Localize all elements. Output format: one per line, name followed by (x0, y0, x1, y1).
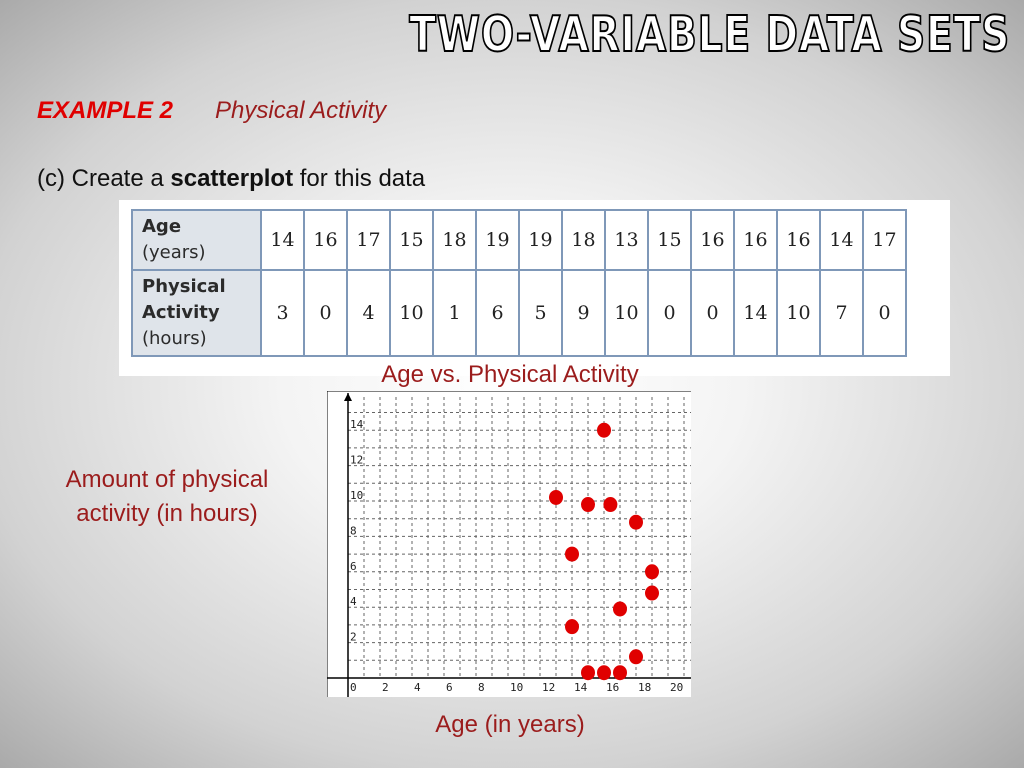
age-cell: 16 (303, 209, 348, 271)
row-header-activity: Physical Activity (hours) (131, 269, 262, 357)
age-cell: 16 (733, 209, 778, 271)
activity-cell: 9 (561, 269, 606, 357)
x-tick-label: 18 (638, 681, 651, 694)
activity-cell: 6 (475, 269, 520, 357)
x-tick-label: 6 (446, 681, 453, 694)
x-tick-label: 20 (670, 681, 683, 694)
age-cell: 18 (432, 209, 477, 271)
activity-cell: 4 (346, 269, 391, 357)
plot-tick-labels: 0 2 4 6 8 10 12 14 16 18 20 2 4 6 8 10 12 14 (350, 418, 683, 694)
plot-points (549, 422, 659, 681)
activity-cell: 10 (389, 269, 434, 357)
row-header-age-line2: (years) (142, 242, 206, 263)
data-table-panel: Age (years) 14 16 17 15 18 19 19 18 13 15 16 16 16 14… (119, 200, 950, 376)
age-cell: 14 (819, 209, 864, 271)
scatter-plot: 0 2 4 6 8 10 12 14 16 18 20 2 4 6 8 10 12 14 (327, 391, 691, 697)
y-axis-arrow (344, 393, 352, 401)
activity-cell: 10 (776, 269, 821, 357)
instruction-post: for this data (293, 165, 426, 192)
activity-cell: 0 (303, 269, 348, 357)
y-tick-label: 14 (350, 418, 364, 431)
data-point (565, 546, 579, 562)
activity-cell: 3 (260, 269, 305, 357)
y-tick-label: 8 (350, 524, 357, 537)
instruction-bold: scatterplot (170, 165, 294, 192)
age-cell: 13 (604, 209, 649, 271)
data-point (613, 665, 627, 681)
slide-title: TWO-VARIABLE DATA SETS (408, 5, 1010, 64)
age-cell: 15 (647, 209, 692, 271)
data-point (581, 665, 595, 681)
row-header-age: Age (years) (131, 209, 262, 271)
x-tick-label: 2 (382, 681, 389, 694)
data-point (581, 497, 595, 513)
y-tick-label: 4 (350, 595, 357, 608)
data-point (645, 585, 659, 601)
data-point (629, 514, 643, 530)
x-tick-label: 0 (350, 681, 357, 694)
plot-background (327, 391, 691, 697)
age-cell: 19 (475, 209, 520, 271)
age-cell: 16 (776, 209, 821, 271)
data-point (565, 619, 579, 635)
x-tick-label: 8 (478, 681, 485, 694)
age-cell: 18 (561, 209, 606, 271)
y-tick-label: 6 (350, 560, 357, 573)
y-tick-label: 12 (350, 454, 363, 467)
data-point (597, 422, 611, 438)
x-tick-label: 4 (414, 681, 421, 694)
age-cell: 15 (389, 209, 434, 271)
x-tick-label: 10 (510, 681, 523, 694)
chart-title: Age vs. Physical Activity (381, 361, 639, 388)
data-point (613, 601, 627, 617)
data-point (645, 564, 659, 580)
activity-cell: 0 (690, 269, 735, 357)
example-tag: EXAMPLE 2 (37, 97, 174, 124)
activity-cell: 0 (862, 269, 907, 357)
instruction-text: (c) Create a scatterplot for this data (37, 165, 425, 193)
age-cell: 19 (518, 209, 563, 271)
example-heading: EXAMPLE 2 Physical Activity (37, 97, 386, 125)
activity-cell: 5 (518, 269, 563, 357)
table-row-activity: Physical Activity (hours) 3 0 4 10 1 6 5 9 10 0 0 1… (131, 269, 907, 357)
table-row-age: Age (years) 14 16 17 15 18 19 19 18 13 15 16 16 16 14… (131, 209, 907, 271)
instruction-pre: (c) Create a (37, 165, 171, 192)
activity-cell: 7 (819, 269, 864, 357)
x-tick-label: 12 (542, 681, 555, 694)
y-tick-label: 2 (350, 631, 357, 644)
row-header-activity-line3: (hours) (142, 328, 207, 349)
data-point (549, 489, 563, 505)
activity-cell: 0 (647, 269, 692, 357)
x-axis-label: Age (in years) (435, 711, 585, 738)
activity-cell: 1 (432, 269, 477, 357)
x-tick-label: 16 (606, 681, 619, 694)
y-axis-label: Amount of physical activity (in hours) (65, 466, 269, 527)
age-cell: 16 (690, 209, 735, 271)
x-tick-label: 14 (574, 681, 588, 694)
plot-axes (327, 391, 691, 697)
data-point (603, 497, 618, 513)
age-cell: 14 (260, 209, 305, 271)
age-cell: 17 (346, 209, 391, 271)
row-header-age-line1: Age (142, 216, 182, 237)
activity-cell: 10 (604, 269, 649, 357)
y-tick-label: 10 (350, 489, 363, 502)
row-header-activity-line2: Activity (142, 302, 220, 323)
data-point (629, 649, 643, 665)
activity-cell: 14 (733, 269, 778, 357)
plot-grid (348, 397, 691, 678)
data-table: Age (years) 14 16 17 15 18 19 19 18 13 15 16 16 16 14… (131, 209, 907, 357)
age-cell: 17 (862, 209, 907, 271)
data-point (597, 665, 611, 681)
row-header-activity-line1: Physical (142, 276, 226, 297)
example-topic: Physical Activity (215, 97, 387, 124)
